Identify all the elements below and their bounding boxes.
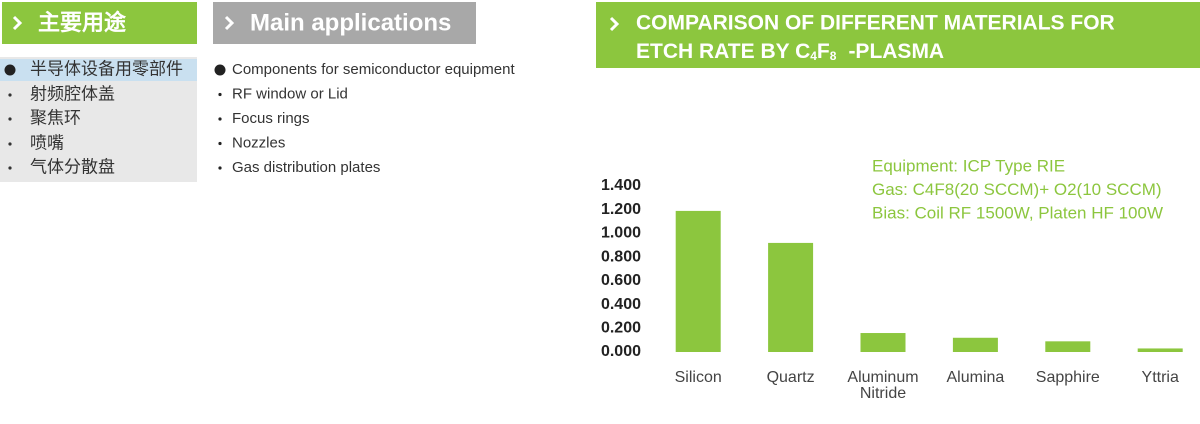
chevron — [12, 15, 23, 31]
x-tick-label: Silicon — [675, 369, 722, 386]
annotation: Bias: Coil RF 1500W, Platen HF 100W — [872, 203, 1163, 222]
bullet — [8, 93, 12, 97]
label-line: Nitride — [860, 385, 906, 402]
chart-title: ETCH RATE BY C4F8 -PLASMA — [636, 40, 944, 64]
y-tick-label: 1.200 — [601, 201, 641, 218]
sidebar-item: 气体分散盘 — [30, 157, 115, 176]
bar — [768, 242, 814, 352]
sidebar-item: 聚焦环 — [30, 108, 81, 127]
bullet — [4, 64, 16, 76]
label-line: Yttria — [1142, 369, 1179, 386]
apps-title: Main applications — [250, 9, 451, 36]
apps-item: Components for semiconductor equipment — [232, 61, 515, 78]
y-tick-label: 0.600 — [601, 272, 641, 289]
apps-items: Components for semiconductor equipment RF… — [214, 61, 515, 176]
x-tick-label: Alumina — [946, 369, 1004, 386]
apps-header — [213, 2, 476, 44]
label-line: Quartz — [767, 369, 815, 386]
bullet — [218, 92, 222, 97]
bar — [1137, 348, 1183, 352]
bullet — [8, 166, 12, 170]
apps-item: Focus rings — [232, 110, 310, 127]
apps-item: RF window or Lid — [232, 85, 348, 102]
label-line: Silicon — [675, 369, 722, 386]
bullet — [214, 64, 226, 76]
bullet — [8, 117, 12, 121]
y-tick-label: 0.000 — [601, 343, 641, 360]
bullet — [8, 142, 12, 146]
y-tick-label: 1.400 — [601, 177, 641, 194]
annotation: Gas: C4F8(20 SCCM)+ O2(10 SCCM) — [872, 180, 1162, 199]
bullet — [218, 117, 222, 121]
sidebar-title: 主要用途 — [38, 10, 127, 35]
apps-item: Gas distribution plates — [232, 159, 380, 176]
x-tick-label: Sapphire — [1036, 369, 1100, 386]
sidebar-item: 射频腔体盖 — [30, 84, 115, 103]
title-sub: 4 — [810, 49, 817, 63]
chart-header — [596, 2, 1200, 68]
sidebar-item: 喷嘴 — [30, 133, 64, 152]
x-tick-label: Yttria — [1142, 369, 1179, 386]
title-sub: 8 — [830, 49, 837, 63]
label-line: Alumina — [946, 369, 1004, 386]
x-tick-label: Aluminum Nitride — [847, 369, 918, 402]
chevron — [224, 15, 235, 31]
chart: Equipment: ICP Type RIE Gas: C4F8(20 SCCM… — [601, 156, 1183, 402]
chevron — [609, 16, 620, 32]
title-part: F — [817, 40, 830, 63]
y-tick-label: 0.200 — [601, 320, 641, 337]
bullet — [218, 166, 222, 170]
title-part: -PLASMA — [848, 40, 944, 63]
title-part: ETCH RATE BY C — [636, 40, 810, 63]
bullet — [218, 141, 222, 146]
chart-title: COMPARISON OF DIFFERENT MATERIALS FOR — [636, 12, 1115, 35]
y-tick-label: 1.000 — [601, 225, 641, 242]
apps-item: Nozzles — [232, 134, 285, 151]
label-line: Aluminum — [847, 369, 918, 386]
bar — [1045, 341, 1091, 352]
group-highlight — [0, 59, 197, 81]
bar — [675, 210, 721, 352]
label-line: Sapphire — [1036, 369, 1100, 386]
group-label: 半导体设备用零部件 — [30, 59, 183, 78]
y-tick-label: 0.800 — [601, 248, 641, 265]
x-tick-label: Quartz — [767, 369, 815, 386]
bar — [952, 337, 998, 352]
bar — [860, 333, 906, 352]
annotation: Equipment: ICP Type RIE — [872, 156, 1065, 175]
y-tick-label: 0.400 — [601, 296, 641, 313]
sidebar-header — [2, 2, 197, 44]
